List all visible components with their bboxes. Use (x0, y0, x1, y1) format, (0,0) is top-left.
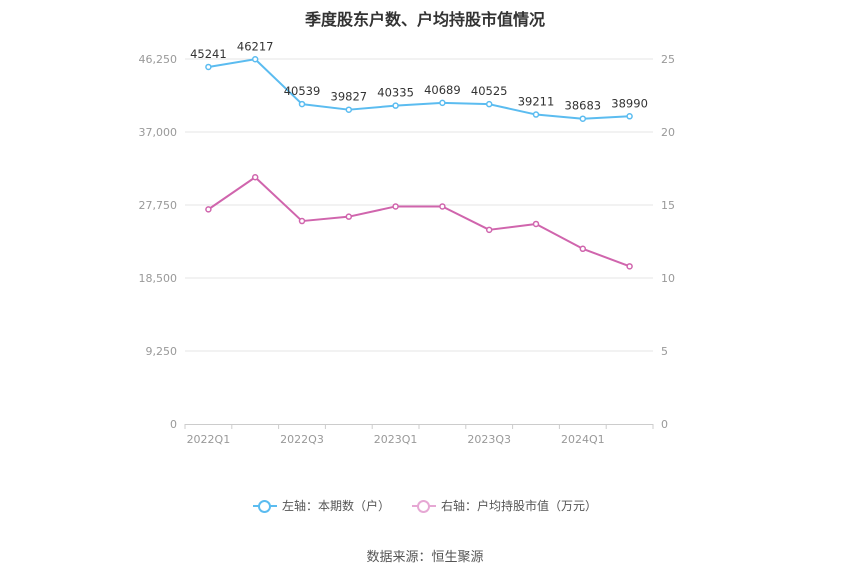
legend-item-left-series[interactable]: 左轴：本期数（户） (252, 497, 390, 514)
data-label: 39211 (518, 95, 555, 109)
x-axis-tick-label: 2023Q1 (374, 433, 418, 446)
data-labels: 45241 46217 40539 39827 40335 40689 40525 39211… (190, 39, 648, 112)
data-label: 38990 (611, 96, 648, 110)
legend-left-line-icon (252, 499, 277, 513)
line-chart: 0 9,250 18,500 27,750 37,000 46,250 0 5 10 15 20 25… (139, 39, 676, 446)
data-point-right (205, 206, 212, 213)
data-label: 40335 (377, 86, 414, 100)
left-axis-tick-label: 27,750 (139, 199, 178, 212)
data-point-right (626, 263, 633, 270)
data-point-left (439, 99, 446, 107)
data-point-left (626, 113, 633, 120)
legend-left-label: 左轴：本期数（户） (281, 499, 390, 513)
grid-lines (185, 58, 653, 352)
x-axis-tick-label: 2023Q3 (467, 433, 511, 446)
data-point-left (298, 100, 306, 108)
data-point-right (439, 203, 446, 210)
left-axis-tick-label: 9,250 (146, 345, 178, 358)
right-axis-tick-label: 5 (661, 345, 668, 358)
right-axis-tick-label: 25 (661, 53, 675, 66)
series-lines (205, 56, 633, 270)
right-axis-tick-label: 0 (661, 418, 668, 431)
series-line-right (207, 176, 630, 268)
axes: 0 9,250 18,500 27,750 37,000 46,250 0 5 10 15 20 25… (139, 53, 676, 446)
data-point-right (392, 203, 399, 210)
left-axis-tick-label: 37,000 (139, 126, 178, 139)
data-label: 45241 (190, 47, 227, 61)
legend: 左轴：本期数（户） 右轴：户均持股市值（万元） (0, 497, 850, 514)
left-axis-tick-label: 46,250 (139, 53, 178, 66)
data-point-right (532, 220, 540, 228)
right-axis-tick-label: 20 (661, 126, 675, 139)
series-line-left (208, 58, 630, 120)
legend-right-label: 右轴：户均持股市值（万元） (441, 499, 598, 513)
data-point-left (205, 63, 212, 71)
right-axis-tick-label: 10 (661, 272, 675, 285)
data-label: 38683 (565, 99, 602, 113)
data-point-left (532, 111, 540, 118)
x-axis-tick-label: 2022Q3 (280, 433, 324, 446)
data-label: 39827 (331, 90, 368, 104)
data-point-left (485, 100, 493, 108)
data-point-left (579, 115, 587, 122)
data-label: 40539 (284, 84, 321, 98)
data-point-left (345, 106, 353, 113)
legend-item-right-series[interactable]: 右轴：户均持股市值（万元） (412, 497, 597, 514)
data-point-right (298, 217, 306, 225)
data-point-left (392, 102, 399, 109)
data-label: 46217 (237, 39, 274, 53)
data-point-right (485, 226, 493, 234)
right-axis-tick-label: 15 (661, 199, 675, 212)
data-label: 40525 (471, 84, 508, 98)
source-note: 数据来源：恒生聚源 (366, 550, 484, 565)
data-point-right (251, 174, 259, 181)
data-point-right (579, 245, 587, 253)
chart-title: 季度股东户数、户均持股市值情况 (304, 10, 545, 29)
x-axis-tick-label: 2024Q1 (561, 433, 605, 446)
legend-right-line-icon (412, 499, 436, 513)
x-axis-tick-label: 2022Q1 (187, 433, 231, 446)
data-point-right (345, 213, 353, 220)
left-axis-tick-label: 18,500 (139, 272, 178, 285)
data-point-left (251, 56, 259, 63)
left-axis-tick-label: 0 (170, 418, 177, 431)
data-label: 40689 (424, 83, 461, 97)
